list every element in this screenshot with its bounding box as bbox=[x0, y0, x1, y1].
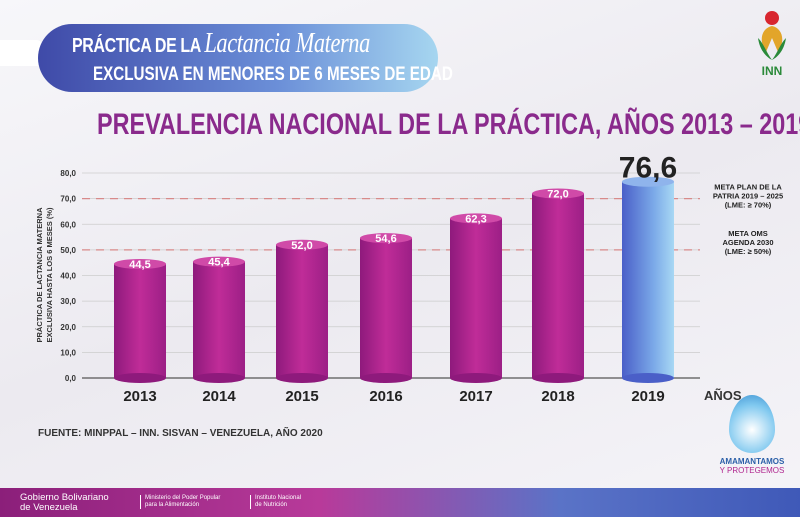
data-label: 45,4 bbox=[208, 257, 230, 269]
bar bbox=[114, 263, 166, 378]
data-label: 54,6 bbox=[375, 233, 396, 245]
bar-top bbox=[360, 233, 412, 244]
bar-base bbox=[276, 373, 328, 383]
y-tick-label: 70,0 bbox=[60, 195, 76, 204]
bar-top bbox=[276, 239, 328, 250]
gov-line1: Gobierno Bolivariano bbox=[20, 492, 109, 503]
bar-base bbox=[360, 373, 412, 383]
x-tick-label: 2016 bbox=[369, 388, 402, 405]
reference-label: AGENDA 2030 bbox=[723, 238, 774, 247]
x-tick-label: 2015 bbox=[285, 388, 318, 405]
source-note: FUENTE: MINPPAL – INN. SISVAN – VENEZUEL… bbox=[38, 428, 323, 439]
bar bbox=[276, 244, 328, 378]
y-tick-label: 80,0 bbox=[60, 169, 76, 178]
bar-top bbox=[622, 176, 674, 187]
y-tick-label: 50,0 bbox=[60, 246, 76, 255]
institute: Instituto Nacional de Nutrición bbox=[250, 495, 301, 509]
institute-line1: Instituto Nacional bbox=[255, 495, 302, 501]
x-tick-label: 2014 bbox=[202, 388, 236, 405]
y-tick-label: 40,0 bbox=[60, 272, 76, 281]
reference-label: META PLAN DE LA bbox=[714, 183, 782, 192]
gov-logo: Gobierno Bolivariano de Venezuela bbox=[20, 493, 109, 513]
banner-tab bbox=[0, 40, 44, 66]
data-label: 44,5 bbox=[129, 259, 150, 271]
reference-label: (LME: ≥ 70%) bbox=[725, 201, 772, 210]
y-tick-label: 0,0 bbox=[65, 374, 77, 383]
header-script: Lactancia Materna bbox=[204, 28, 370, 59]
reference-label: (LME: ≥ 50%) bbox=[725, 247, 772, 256]
x-tick-label: 2019 bbox=[631, 388, 664, 405]
gov-line2: de Venezuela bbox=[20, 502, 78, 513]
campaign-logo: AMAMANTAMOS Y PROTEGEMOS bbox=[712, 395, 792, 475]
inn-logo-text: INN bbox=[761, 64, 783, 78]
inn-logo-icon bbox=[758, 11, 786, 60]
institute-line2: de Nutrición bbox=[255, 502, 288, 508]
data-label: 52,0 bbox=[291, 240, 312, 252]
inn-logo: INN bbox=[752, 8, 792, 78]
bar bbox=[360, 238, 412, 378]
bar-top bbox=[193, 256, 245, 267]
header-line2: EXCLUSIVA EN MENORES DE 6 MESES DE EDAD bbox=[93, 64, 453, 85]
bar bbox=[622, 181, 674, 378]
bar-base bbox=[193, 373, 245, 383]
reference-label: META OMS bbox=[728, 229, 768, 238]
campaign-line2: Y PROTEGEMOS bbox=[719, 466, 785, 475]
bar-base bbox=[622, 373, 674, 383]
y-tick-label: 30,0 bbox=[60, 297, 76, 306]
data-label: 76,6 bbox=[619, 152, 677, 185]
drop-icon bbox=[729, 395, 775, 453]
bar bbox=[450, 218, 502, 378]
bar-base bbox=[532, 373, 584, 383]
x-tick-label: 2018 bbox=[541, 388, 574, 405]
ministry-line2: para la Alimentación bbox=[145, 502, 200, 508]
bar-top bbox=[450, 213, 502, 224]
y-tick-label: 20,0 bbox=[60, 323, 76, 332]
bar bbox=[532, 193, 584, 378]
y-tick-label: 10,0 bbox=[60, 348, 76, 357]
header-line1: PRÁCTICA DE LA Lactancia Materna bbox=[72, 28, 370, 60]
data-label: 72,0 bbox=[547, 189, 568, 201]
bar bbox=[193, 261, 245, 378]
y-tick-label: 60,0 bbox=[60, 220, 76, 229]
bar-base bbox=[450, 373, 502, 383]
header-banner: PRÁCTICA DE LA Lactancia Materna EXCLUSI… bbox=[38, 24, 453, 92]
ministry-line1: Ministerio del Poder Popular bbox=[145, 495, 221, 501]
ministry: Ministerio del Poder Popular para la Alim… bbox=[140, 495, 220, 509]
x-axis-label: AÑOS bbox=[704, 388, 742, 403]
bar-top bbox=[114, 258, 166, 269]
footer: Gobierno Bolivariano de Venezuela Ministe… bbox=[0, 488, 800, 517]
data-label: 62,3 bbox=[465, 213, 486, 225]
chart-title: PREVALENCIA NACIONAL DE LA PRÁCTICA, AÑO… bbox=[97, 108, 800, 141]
y-axis-label-line1: PRÁCTICA DE LACTANCIA MATERNA bbox=[35, 207, 44, 343]
header-prefix: PRÁCTICA DE LA bbox=[72, 35, 201, 57]
campaign-line1: AMAMANTAMOS bbox=[719, 457, 785, 466]
reference-label: PATRIA 2019 – 2025 bbox=[713, 192, 783, 201]
y-axis-label-line2: EXCLUSIVA HASTA LOS 6 MESES (%) bbox=[45, 207, 54, 343]
bar-base bbox=[114, 373, 166, 383]
x-tick-label: 2013 bbox=[123, 388, 156, 405]
bar-top bbox=[532, 188, 584, 199]
x-tick-label: 2017 bbox=[459, 388, 492, 405]
